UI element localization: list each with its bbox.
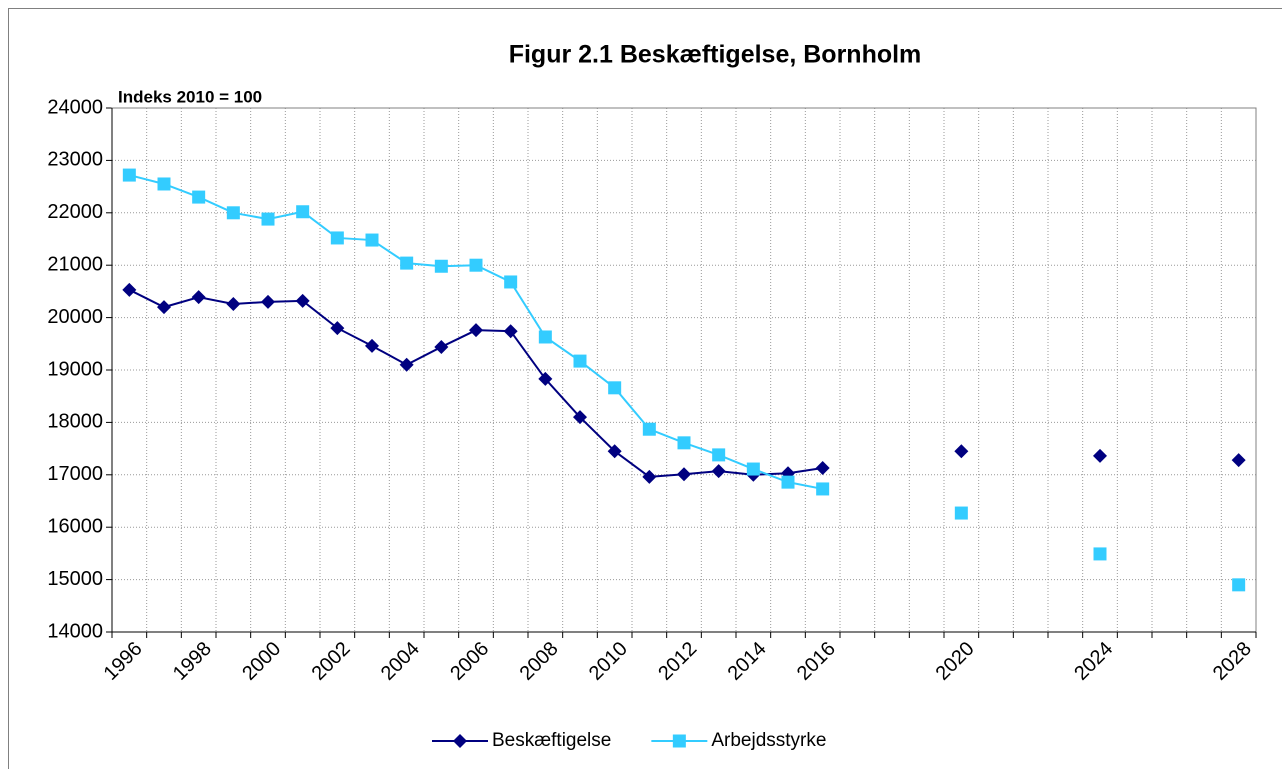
point — [226, 296, 241, 311]
point — [712, 448, 726, 462]
point — [469, 323, 483, 338]
point — [365, 338, 379, 353]
point — [677, 467, 691, 482]
point — [226, 206, 240, 220]
point — [191, 290, 206, 305]
y-tick-label: 21000 — [47, 253, 103, 275]
y-tick-label: 15000 — [47, 568, 103, 590]
point — [816, 482, 830, 496]
point — [642, 469, 657, 484]
point — [538, 330, 552, 344]
legend-marker — [453, 734, 467, 748]
point — [1093, 547, 1107, 561]
point — [434, 259, 448, 273]
y-tick-label: 22000 — [47, 201, 103, 223]
point — [607, 444, 622, 459]
point — [296, 205, 310, 219]
y-tick-label: 16000 — [47, 515, 103, 537]
y-tick-label: 20000 — [47, 306, 103, 328]
point — [295, 293, 310, 308]
point — [504, 275, 518, 289]
point — [157, 177, 171, 191]
y-tick-label: 17000 — [47, 463, 103, 485]
point — [400, 256, 414, 270]
point — [469, 258, 483, 272]
point — [573, 410, 587, 425]
point — [122, 282, 137, 297]
point — [261, 294, 275, 309]
point — [746, 462, 760, 476]
point — [954, 506, 968, 520]
chart-title: Figur 2.1 Beskæftigelse, Bornholm — [509, 41, 922, 69]
point — [157, 300, 171, 315]
point — [330, 321, 345, 336]
plot-area — [112, 108, 1256, 632]
point — [503, 324, 518, 339]
point — [954, 444, 969, 459]
legend-marker — [672, 734, 686, 748]
point — [642, 422, 656, 436]
point — [608, 381, 622, 395]
point — [192, 190, 206, 204]
point — [434, 339, 449, 354]
y-tick-label: 24000 — [47, 96, 103, 118]
point — [781, 475, 795, 489]
point — [573, 354, 587, 368]
point — [365, 233, 379, 247]
point — [1231, 453, 1246, 468]
y-tick-label: 19000 — [47, 358, 103, 380]
y-tick-label: 23000 — [47, 149, 103, 171]
y-tick-label: 18000 — [47, 411, 103, 433]
point — [815, 460, 830, 475]
point — [1093, 448, 1107, 463]
y-tick-label: 14000 — [47, 620, 103, 642]
point — [122, 168, 136, 182]
point — [1232, 578, 1246, 592]
point — [330, 231, 344, 245]
point — [399, 357, 414, 372]
point — [711, 464, 726, 479]
point — [538, 371, 553, 386]
point — [261, 212, 275, 226]
point — [677, 436, 691, 450]
legend-label: Beskæftigelse — [492, 730, 611, 751]
legend-label: Arbejdsstyrke — [711, 730, 826, 751]
annotation: Indeks 2010 = 100 — [118, 87, 262, 106]
